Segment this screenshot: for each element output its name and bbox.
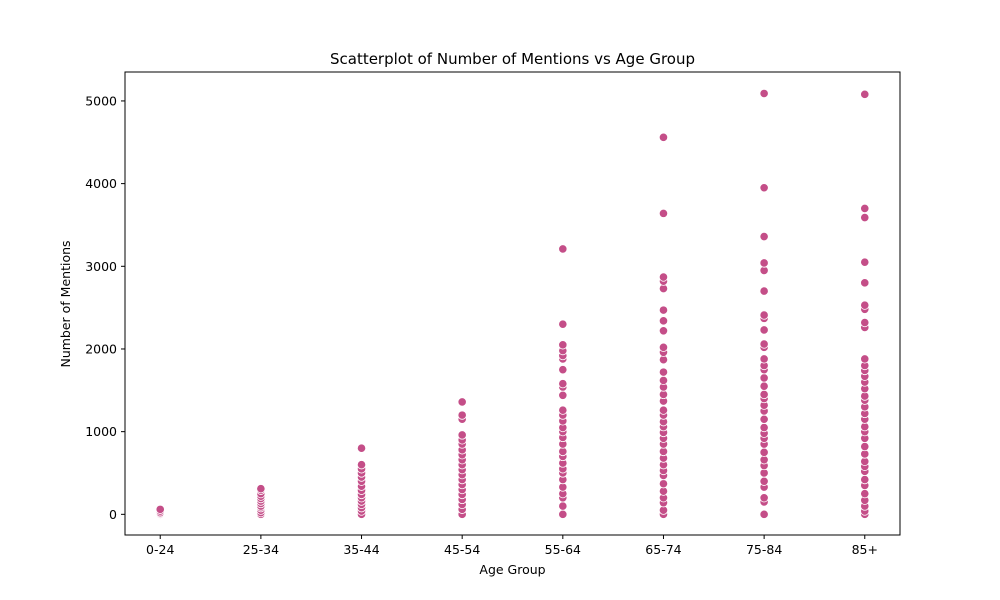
scatter-point [759, 373, 769, 383]
scatter-point [558, 390, 568, 400]
plot-frame [124, 71, 901, 536]
scatter-point [759, 493, 769, 503]
scatter-point [759, 258, 769, 268]
scatter-point [558, 379, 568, 389]
scatter-point [558, 405, 568, 415]
x-tick-label: 35-44 [343, 542, 379, 557]
scatter-point [457, 430, 467, 440]
scatter-point [860, 489, 870, 499]
scatter-point [860, 212, 870, 223]
x-tick-label: 55-64 [545, 542, 581, 557]
scatter-point [860, 354, 870, 364]
scatter-point [860, 441, 870, 452]
y-tick-label: 2000 [85, 341, 117, 356]
scatter-point [860, 257, 870, 267]
scatter-point [860, 89, 870, 99]
y-axis-ticks: 0 1000 2000 3000 4000 5000 [85, 93, 125, 522]
scatter-point [759, 325, 769, 335]
scatter-point [759, 422, 769, 433]
scatter-point [759, 509, 769, 519]
x-tick-label: 75-84 [746, 542, 782, 557]
y-tick-label: 1000 [85, 424, 117, 439]
scatter-point [356, 443, 367, 453]
x-tick-label: 65-74 [645, 542, 681, 557]
x-tick-label: 45-54 [444, 542, 480, 557]
scatter-point [658, 316, 669, 326]
scatter-point [457, 410, 467, 420]
y-tick-label: 4000 [85, 176, 117, 191]
scatter-point [558, 319, 568, 329]
scatter-point [759, 381, 769, 391]
scatter-point [860, 317, 870, 328]
x-tick-label: 0-24 [146, 542, 174, 557]
x-tick-label: 25-34 [243, 542, 279, 557]
scatter-point [658, 208, 669, 218]
scatter-point [658, 342, 669, 352]
scatter-point [658, 375, 669, 385]
scatter-point [457, 397, 467, 407]
scatter-point [658, 305, 669, 315]
y-tick-label: 3000 [85, 259, 117, 274]
scatter-point [759, 389, 769, 400]
y-tick-label: 5000 [85, 93, 117, 108]
points-layer [155, 88, 870, 519]
scatter-point [658, 405, 669, 415]
scatter-point [759, 339, 769, 349]
scatter-point [860, 203, 870, 214]
x-axis-ticks: 0-24 25-34 35-44 45-54 55-64 65-74 75-84 85+ [146, 535, 878, 557]
scatter-point [558, 244, 568, 254]
scatter-point [658, 367, 669, 377]
scatter-point [860, 475, 870, 485]
scatter-point [558, 501, 568, 511]
x-tick-label: 85+ [852, 542, 878, 557]
scatter-point [759, 88, 769, 99]
scatter-point [558, 509, 568, 519]
scatter-point [759, 183, 769, 193]
scatter-point [658, 326, 669, 336]
scatter-point [658, 132, 669, 142]
scatter-point [860, 278, 870, 288]
y-tick-label: 0 [109, 507, 117, 522]
x-axis-label: Age Group [479, 562, 545, 577]
scatter-point [558, 365, 568, 375]
scatter-point [356, 460, 367, 470]
scatter-point [759, 231, 769, 242]
scatter-point [759, 354, 769, 364]
scatter-point [558, 340, 568, 350]
scatter-point [658, 272, 669, 282]
scatter-point [256, 484, 266, 494]
y-axis-label: Number of Mentions [58, 240, 73, 367]
scatter-point [759, 414, 769, 424]
scatter-point [860, 300, 870, 310]
scatter-point [155, 504, 165, 514]
scatter-point [759, 476, 769, 486]
chart-title: Scatterplot of Number of Mentions vs Age… [330, 50, 695, 68]
scatter-point [658, 479, 669, 489]
scatter-point [759, 447, 769, 457]
scatter-point [759, 286, 769, 296]
scatter-point [759, 310, 769, 320]
